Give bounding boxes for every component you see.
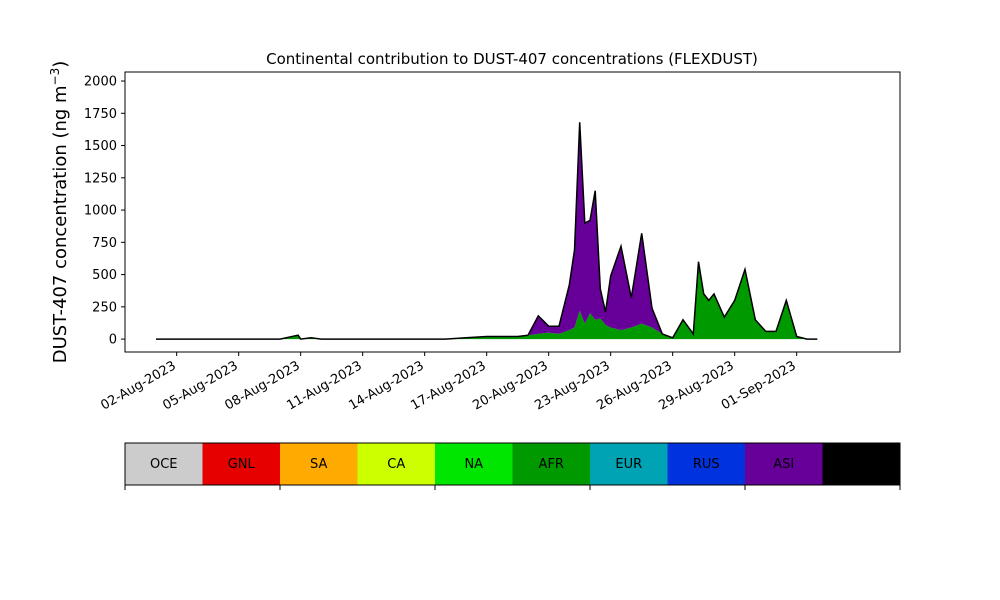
y-tick-label: 2000 xyxy=(84,75,117,90)
y-axis-label-main: DUST-407 concentration (ng m xyxy=(50,85,71,363)
total-outline xyxy=(156,122,818,340)
legend-colorbar: OCE GNL SA CA NA AFR EUR RUS ASI AUS xyxy=(124,442,901,490)
legend-label-na: NA xyxy=(464,457,483,472)
legend-swatch-afr xyxy=(512,443,590,485)
legend-label-gnl: GNL xyxy=(228,457,256,472)
area-afr xyxy=(156,261,818,340)
y-tick-label: 1250 xyxy=(84,171,117,186)
legend-swatch-sa xyxy=(280,443,358,485)
y-axis-label: DUST-407 concentration (ng m−3) xyxy=(48,61,71,364)
legend-label-asi: ASI xyxy=(773,457,794,472)
legend-swatch-na xyxy=(435,443,513,485)
y-axis: 0 250 500 750 1000 1250 1500 1750 2000 xyxy=(84,75,125,348)
legend-swatch-asi xyxy=(745,443,823,485)
y-tick-label: 250 xyxy=(92,300,117,315)
x-axis: 02-Aug-202305-Aug-202308-Aug-202311-Aug-… xyxy=(98,352,799,414)
y-tick-label: 750 xyxy=(92,236,117,251)
y-tick-label: 0 xyxy=(109,333,117,348)
y-tick-label: 1750 xyxy=(84,107,117,122)
legend-swatch-gnl xyxy=(202,443,280,485)
legend-label-oce: OCE xyxy=(150,457,178,472)
legend-label-eur: EUR xyxy=(615,457,642,472)
y-axis-label-close: ) xyxy=(50,61,71,68)
y-axis-label-superscript: −3 xyxy=(48,68,62,86)
y-tick-label: 1000 xyxy=(84,204,117,219)
legend-swatch-ca xyxy=(357,443,435,485)
legend-label-ca: CA xyxy=(387,457,405,472)
legend-label-rus: RUS xyxy=(693,457,720,472)
stacked-areas xyxy=(156,122,818,340)
legend-label-afr: AFR xyxy=(539,457,564,472)
legend-label-sa: SA xyxy=(310,457,327,472)
legend-swatch-oce xyxy=(125,443,203,485)
plot-frame xyxy=(124,71,901,353)
y-tick-label: 500 xyxy=(92,268,117,283)
legend-label-aus: AUS xyxy=(848,457,875,472)
legend-swatch-aus xyxy=(822,443,900,485)
legend-frame xyxy=(124,442,901,486)
legend-swatch-eur xyxy=(590,443,668,485)
legend-swatch-rus xyxy=(667,443,745,485)
y-tick-label: 1500 xyxy=(84,139,117,154)
chart-title: Continental contribution to DUST-407 con… xyxy=(266,50,758,68)
